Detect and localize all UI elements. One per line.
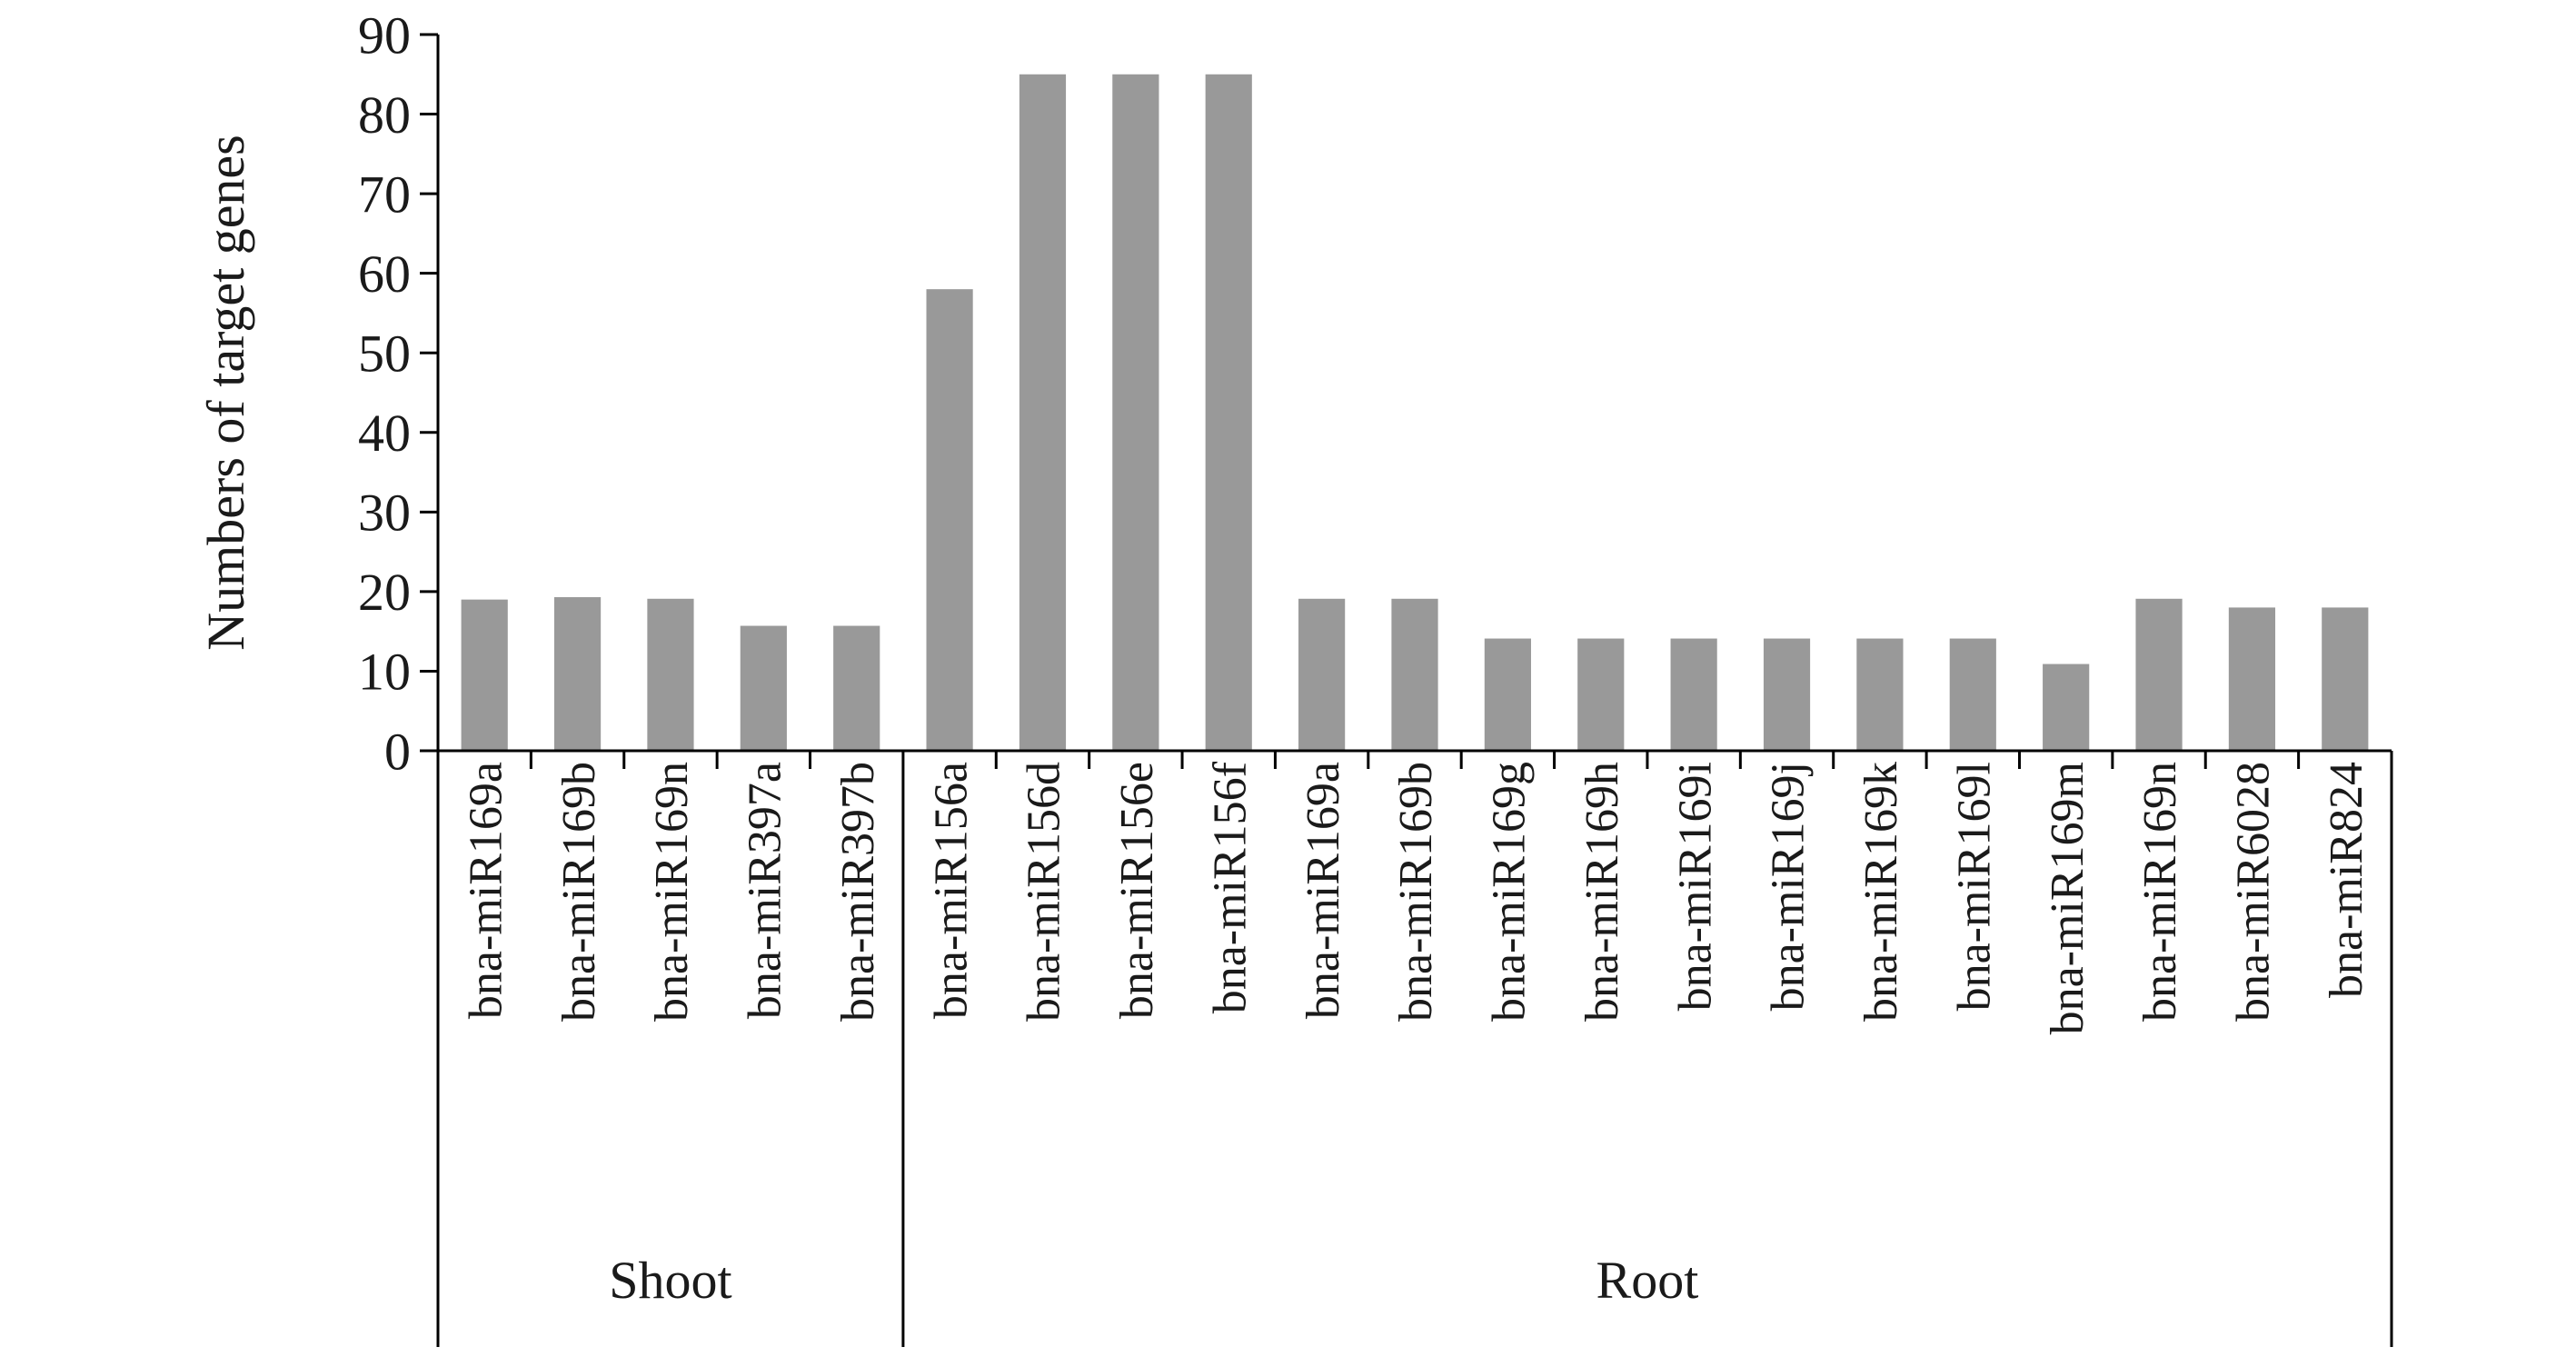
bar-11 [1391, 598, 1438, 751]
bar-12 [1484, 638, 1531, 751]
bar-2 [553, 597, 602, 751]
category-label-5: bna-miR397b [832, 762, 884, 1022]
bar-16 [1856, 638, 1904, 751]
y-axis-label: Numbers of target genes [196, 135, 255, 650]
y-tick-label-10: 10 [358, 643, 411, 702]
bar-19 [2135, 598, 2183, 751]
category-label-6: bna-miR156a [925, 762, 977, 1019]
category-label-12: bna-miR169g [1484, 762, 1536, 1022]
category-label-4: bna-miR397a [740, 762, 791, 1019]
category-label-16: bna-miR169k [1855, 762, 1907, 1022]
category-label-2: bna-miR169b [553, 762, 605, 1022]
category-label-7: bna-miR156d [1019, 762, 1070, 1022]
category-label-21: bna-miR824 [2321, 762, 2372, 998]
bar-3 [647, 598, 694, 751]
bar-21 [2322, 607, 2369, 751]
bar-10 [1298, 598, 1346, 751]
y-tick-label-70: 70 [358, 165, 411, 224]
category-label-13: bna-miR169h [1576, 762, 1628, 1022]
bar-14 [1670, 638, 1717, 751]
bar-18 [2043, 664, 2090, 751]
bar-9 [1205, 74, 1252, 752]
y-tick-label-40: 40 [358, 404, 411, 463]
category-label-17: bna-miR169l [1948, 762, 2000, 1011]
bar-1 [461, 599, 508, 751]
y-tick-label-30: 30 [358, 484, 411, 543]
bar-17 [1949, 638, 1996, 751]
y-tick-label-0: 0 [384, 722, 411, 781]
category-label-14: bna-miR169i [1669, 762, 1721, 1011]
category-label-18: bna-miR169m [2042, 762, 2094, 1034]
y-tick-label-50: 50 [358, 324, 411, 384]
bar-13 [1577, 638, 1625, 751]
bar-15 [1763, 638, 1811, 751]
category-label-9: bna-miR156f [1204, 761, 1256, 1013]
category-label-15: bna-miR169j [1763, 762, 1815, 1011]
category-label-1: bna-miR169a [460, 762, 512, 1019]
y-tick-label-80: 80 [358, 85, 411, 145]
group-label-root: Root [1596, 1251, 1699, 1310]
bar-20 [2228, 607, 2276, 751]
bar-6 [926, 289, 973, 751]
bar-5 [833, 625, 880, 751]
category-label-3: bna-miR169n [646, 762, 698, 1022]
group-label-shoot: Shoot [609, 1251, 731, 1310]
bar-7 [1019, 74, 1067, 752]
category-label-8: bna-miR156e [1111, 762, 1163, 1019]
y-tick-label-60: 60 [358, 244, 411, 304]
category-label-10: bna-miR169a [1298, 762, 1349, 1019]
y-tick-label-90: 90 [358, 5, 411, 65]
bar-8 [1112, 74, 1159, 752]
category-label-19: bna-miR169n [2134, 762, 2186, 1022]
y-tick-label-20: 20 [358, 563, 411, 622]
category-label-20: bna-miR6028 [2228, 762, 2280, 1022]
category-label-11: bna-miR169b [1390, 762, 1442, 1022]
bar-4 [740, 625, 787, 751]
